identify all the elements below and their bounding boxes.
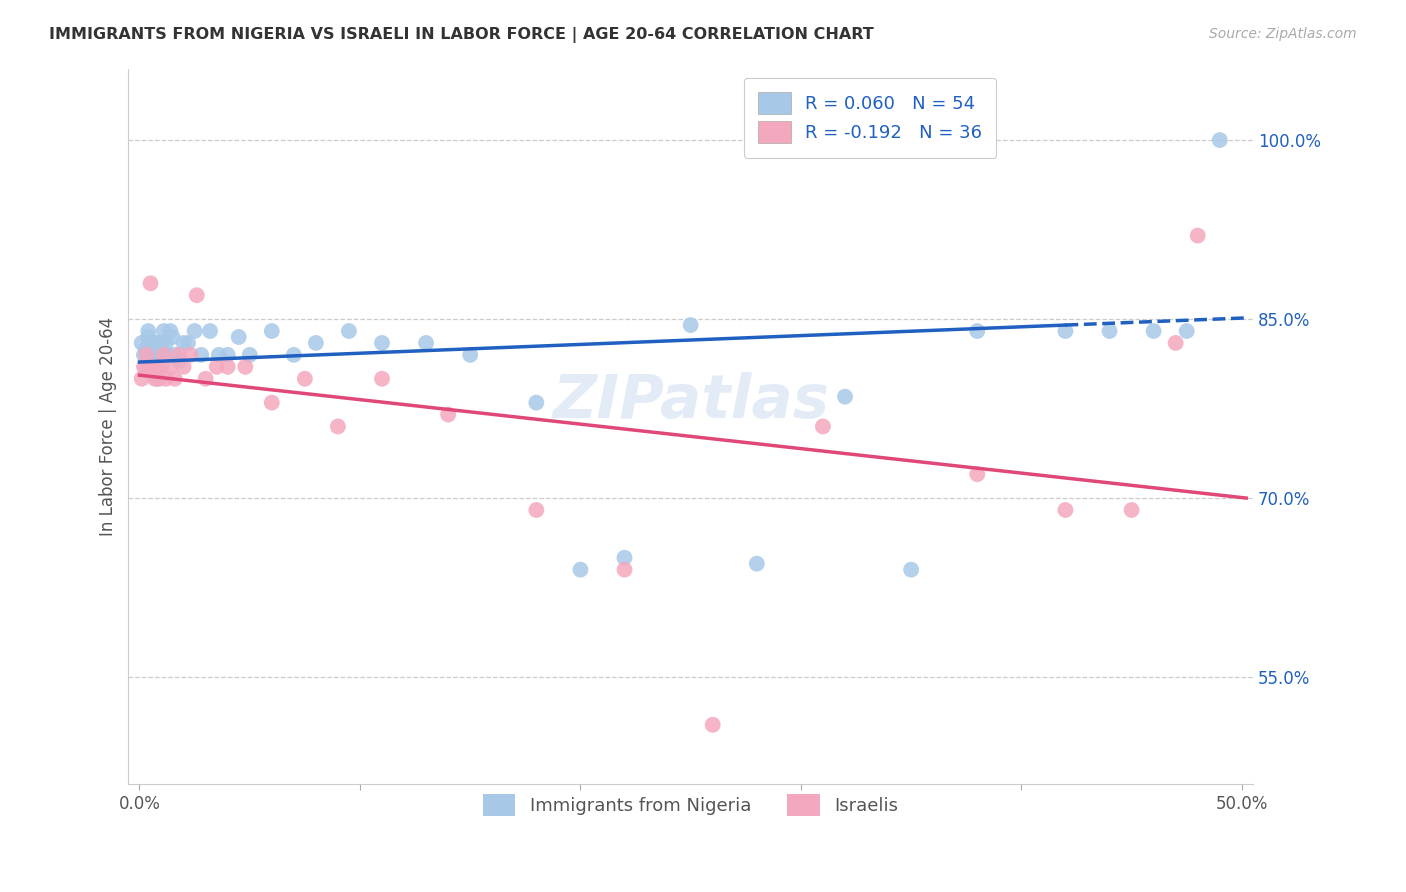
Point [437, 408, 460, 422]
Point [152, 348, 174, 362]
Point [150, 348, 173, 362]
Point [371, 335, 394, 350]
Point [155, 335, 177, 350]
Point [1121, 503, 1143, 517]
Point [194, 372, 217, 386]
Point [228, 330, 250, 344]
Point [135, 359, 157, 374]
Point [1054, 324, 1077, 338]
Point [198, 324, 221, 338]
Point [613, 550, 636, 565]
Point [1098, 324, 1121, 338]
Point [326, 419, 349, 434]
Point [136, 330, 159, 344]
Point [167, 354, 190, 368]
Point [150, 335, 173, 350]
Point [1209, 133, 1232, 147]
Point [155, 372, 177, 386]
Point [208, 348, 231, 362]
Point [217, 348, 239, 362]
Point [139, 277, 162, 291]
Point [569, 563, 592, 577]
Text: IMMIGRANTS FROM NIGERIA VS ISRAELI IN LABOR FORCE | AGE 20-64 CORRELATION CHART: IMMIGRANTS FROM NIGERIA VS ISRAELI IN LA… [49, 27, 875, 43]
Point [217, 359, 239, 374]
Point [143, 335, 166, 350]
Point [143, 348, 166, 362]
Point [142, 359, 165, 374]
Point [139, 359, 162, 374]
Point [283, 348, 305, 362]
Point [1175, 324, 1198, 338]
Point [745, 557, 768, 571]
Point [163, 348, 186, 362]
Point [233, 359, 256, 374]
Point [167, 348, 190, 362]
Point [139, 335, 162, 350]
Point [305, 335, 328, 350]
Point [1187, 228, 1209, 243]
Point [135, 348, 157, 362]
Point [142, 359, 165, 374]
Text: ZIPatlas: ZIPatlas [553, 372, 830, 431]
Point [186, 288, 208, 302]
Point [179, 348, 201, 362]
Point [157, 348, 180, 362]
Point [966, 467, 988, 482]
Point [159, 324, 181, 338]
Point [183, 324, 205, 338]
Point [260, 395, 283, 409]
Point [900, 563, 922, 577]
Point [143, 372, 166, 386]
Point [834, 390, 856, 404]
Point [135, 342, 157, 356]
Point [1143, 324, 1166, 338]
Point [415, 335, 437, 350]
Point [811, 419, 834, 434]
Point [173, 359, 195, 374]
Point [260, 324, 283, 338]
Point [702, 718, 724, 732]
Point [1164, 335, 1187, 350]
Point [136, 324, 159, 338]
Point [239, 348, 262, 362]
Point [966, 324, 988, 338]
Point [371, 372, 394, 386]
Point [173, 335, 195, 350]
Text: Source: ZipAtlas.com: Source: ZipAtlas.com [1209, 27, 1357, 41]
Point [148, 372, 170, 386]
Point [152, 324, 174, 338]
Point [146, 359, 169, 374]
Point [136, 359, 159, 374]
Point [337, 324, 360, 338]
Point [131, 372, 153, 386]
Point [131, 335, 153, 350]
Point [150, 359, 173, 374]
Point [524, 503, 547, 517]
Point [205, 359, 228, 374]
Point [148, 359, 170, 374]
Point [524, 395, 547, 409]
Point [1054, 503, 1077, 517]
Point [294, 372, 316, 386]
Point [132, 359, 155, 374]
Legend: Immigrants from Nigeria, Israelis: Immigrants from Nigeria, Israelis [474, 786, 907, 825]
Point [146, 335, 169, 350]
Point [142, 348, 165, 362]
Point [159, 359, 181, 374]
Point [146, 372, 169, 386]
Point [177, 335, 200, 350]
Point [458, 348, 481, 362]
Point [163, 372, 186, 386]
Point [190, 348, 212, 362]
Point [679, 318, 702, 332]
Point [148, 348, 170, 362]
Y-axis label: In Labor Force | Age 20-64: In Labor Force | Age 20-64 [100, 317, 117, 536]
Point [132, 348, 155, 362]
Point [162, 330, 184, 344]
Point [613, 563, 636, 577]
